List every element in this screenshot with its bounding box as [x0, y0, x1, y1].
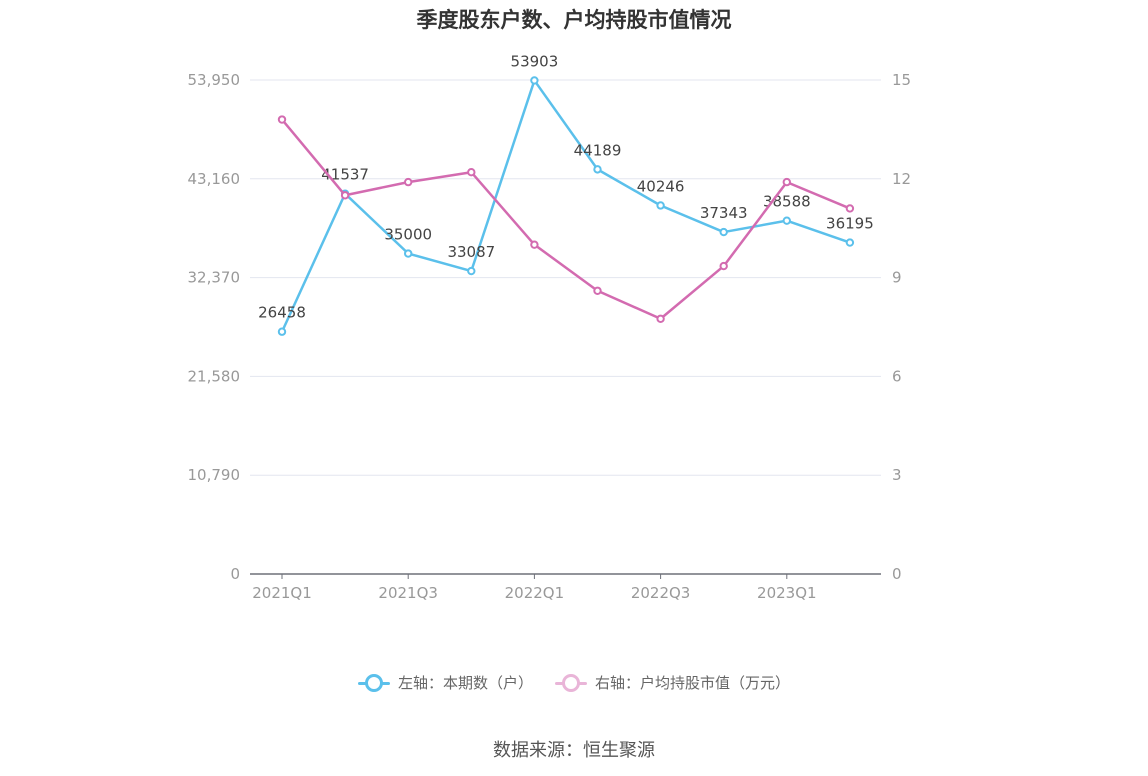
chart-title: 季度股东户数、户均持股市值情况: [416, 8, 732, 32]
y-right-tick-label: 9: [892, 269, 902, 287]
data-label: 53903: [511, 52, 559, 70]
data-label: 44189: [574, 141, 622, 159]
data-label: 38588: [763, 193, 811, 211]
data-point-left: [277, 327, 287, 336]
y-left-tick-label: 32,370: [188, 269, 241, 287]
x-tick-label: 2021Q1: [252, 584, 312, 602]
legend-label-right: 右轴：户均持股市值（万元）: [595, 674, 791, 692]
legend-label-left: 左轴：本期数（户）: [397, 674, 533, 692]
data-point-left: [404, 249, 413, 258]
y-left-tick-label: 43,160: [188, 170, 241, 188]
legend-swatch-left-icon: [357, 673, 390, 692]
data-label: 37343: [700, 204, 748, 222]
data-point-left: [719, 227, 728, 237]
data-point-right: [404, 177, 413, 187]
y-right-tick-label: 15: [892, 71, 911, 89]
data-point-right: [719, 261, 728, 271]
y-right-tick-label: 3: [892, 466, 902, 484]
legend: 左轴：本期数（户） 右轴：户均持股市值（万元）: [0, 672, 1148, 693]
y-left-tick-label: 53,950: [188, 71, 241, 89]
legend-item-right-series[interactable]: 右轴：户均持股市值（万元）: [555, 672, 790, 693]
x-tick-label: 2022Q3: [631, 584, 691, 602]
data-point-right: [782, 177, 791, 187]
y-left-tick-label: 21,580: [188, 367, 241, 385]
data-label: 40246: [637, 177, 685, 195]
x-tick-label: 2021Q3: [378, 584, 438, 602]
data-label: 36195: [826, 215, 874, 233]
y-right-tick-label: 6: [892, 367, 902, 385]
data-point-left: [656, 201, 665, 210]
legend-swatch-right-icon: [555, 673, 587, 692]
series-line-right: [281, 118, 851, 321]
data-point-left: [593, 165, 602, 174]
data-point-left: [467, 266, 476, 276]
x-tick-label: 2023Q1: [757, 584, 817, 602]
y-right-tick-label: 0: [892, 565, 902, 583]
data-point-right: [845, 204, 855, 213]
data-point-right: [277, 115, 287, 124]
data-point-right: [656, 314, 665, 323]
data-point-right: [467, 168, 476, 177]
source-note: 数据来源：恒生聚源: [493, 740, 655, 761]
data-label: 35000: [384, 226, 432, 244]
data-point-left: [530, 76, 539, 85]
x-tick-label: 2022Q1: [505, 584, 565, 602]
series-line-left: [280, 79, 851, 333]
data-point-right: [530, 240, 539, 249]
data-label: 26458: [258, 304, 306, 322]
data-label: 33087: [447, 243, 495, 261]
data-point-left: [845, 238, 855, 247]
legend-item-left-series[interactable]: 左轴：本期数（户）: [357, 672, 533, 693]
y-right-tick-label: 12: [892, 170, 911, 188]
y-left-tick-label: 0: [230, 565, 240, 583]
data-point-right: [340, 191, 350, 200]
data-point-left: [782, 216, 791, 225]
y-left-tick-label: 10,790: [188, 466, 241, 484]
data-point-right: [593, 286, 602, 295]
